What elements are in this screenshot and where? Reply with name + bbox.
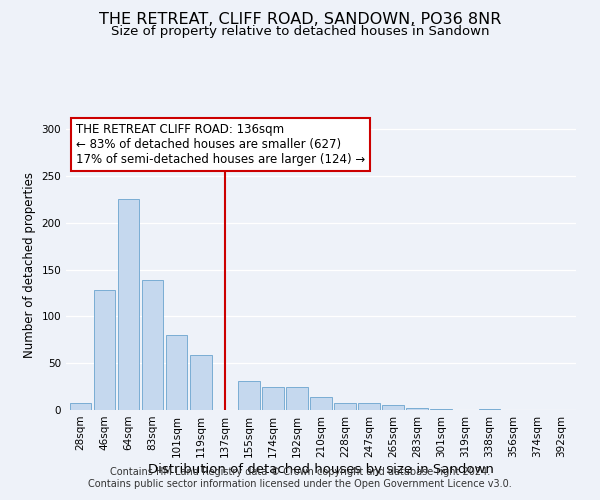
Bar: [310, 397, 332, 410]
Text: Size of property relative to detached houses in Sandown: Size of property relative to detached ho…: [111, 25, 489, 38]
Bar: [262, 386, 284, 410]
Bar: [286, 386, 308, 410]
Bar: [142, 280, 163, 410]
Bar: [358, 402, 380, 410]
Bar: [334, 402, 356, 410]
Bar: [70, 404, 91, 410]
Text: THE RETREAT, CLIFF ROAD, SANDOWN, PO36 8NR: THE RETREAT, CLIFF ROAD, SANDOWN, PO36 8…: [99, 12, 501, 28]
Bar: [479, 409, 500, 410]
Bar: [118, 198, 139, 410]
Bar: [190, 355, 212, 410]
Bar: [406, 408, 428, 410]
Bar: [382, 406, 404, 410]
Bar: [94, 290, 115, 410]
X-axis label: Distribution of detached houses by size in Sandown: Distribution of detached houses by size …: [148, 462, 494, 475]
Text: THE RETREAT CLIFF ROAD: 136sqm
← 83% of detached houses are smaller (627)
17% of: THE RETREAT CLIFF ROAD: 136sqm ← 83% of …: [76, 123, 365, 166]
Text: Contains HM Land Registry data © Crown copyright and database right 2024.
Contai: Contains HM Land Registry data © Crown c…: [88, 468, 512, 489]
Bar: [430, 409, 452, 410]
Bar: [166, 335, 187, 410]
Y-axis label: Number of detached properties: Number of detached properties: [23, 172, 36, 358]
Bar: [238, 381, 260, 410]
